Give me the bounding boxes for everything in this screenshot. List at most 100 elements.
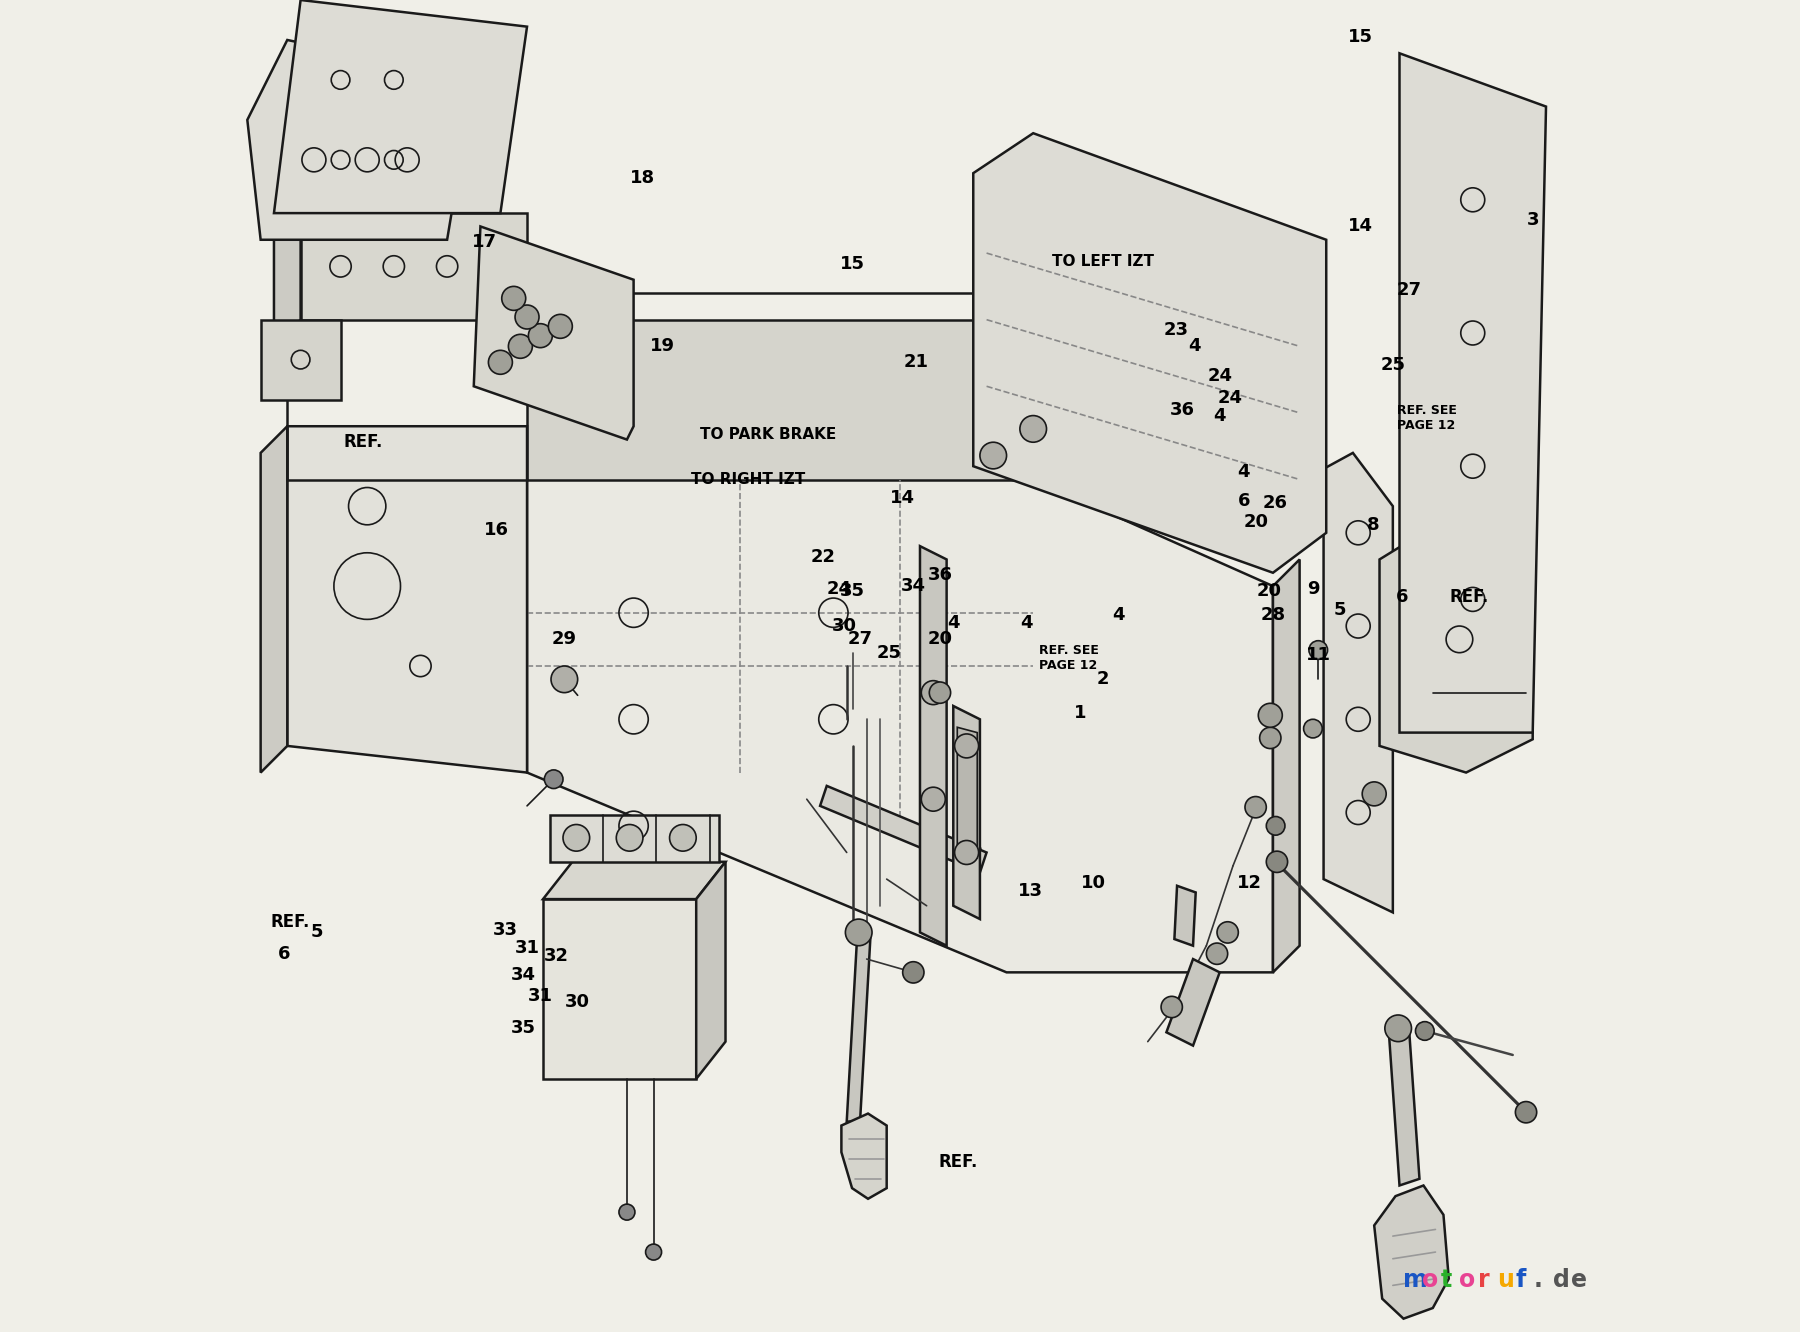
Polygon shape: [1174, 886, 1195, 946]
Polygon shape: [261, 426, 288, 773]
Text: 13: 13: [1019, 882, 1042, 900]
Text: 25: 25: [1381, 356, 1406, 374]
Polygon shape: [261, 320, 340, 400]
Text: 36: 36: [1170, 401, 1195, 420]
Polygon shape: [301, 213, 527, 320]
Text: t: t: [1440, 1268, 1453, 1292]
Text: 6: 6: [279, 944, 292, 963]
Polygon shape: [954, 706, 979, 919]
Circle shape: [549, 314, 572, 338]
Text: 4: 4: [1188, 337, 1201, 356]
Text: m: m: [1404, 1268, 1427, 1292]
Text: 2: 2: [1096, 670, 1109, 689]
Text: 35: 35: [511, 1019, 536, 1038]
Text: 26: 26: [1264, 494, 1289, 513]
Polygon shape: [288, 426, 527, 773]
Circle shape: [1384, 1015, 1411, 1042]
Text: 20: 20: [927, 630, 952, 649]
Text: 33: 33: [493, 920, 518, 939]
Circle shape: [1363, 782, 1386, 806]
Text: 19: 19: [650, 337, 675, 356]
Circle shape: [1303, 719, 1323, 738]
Text: 20: 20: [1244, 513, 1269, 531]
Text: 35: 35: [839, 582, 864, 601]
Polygon shape: [247, 40, 473, 240]
Circle shape: [922, 681, 945, 705]
Polygon shape: [821, 786, 986, 872]
Text: r: r: [1478, 1268, 1490, 1292]
Text: 27: 27: [1397, 281, 1422, 300]
Text: 30: 30: [565, 992, 590, 1011]
Text: 22: 22: [810, 547, 835, 566]
Circle shape: [1258, 703, 1282, 727]
Polygon shape: [274, 213, 301, 346]
Circle shape: [1206, 943, 1228, 964]
Text: u: u: [1498, 1268, 1514, 1292]
Circle shape: [551, 666, 578, 693]
Text: 20: 20: [1256, 582, 1282, 601]
Text: 4: 4: [1021, 614, 1033, 633]
Circle shape: [929, 682, 950, 703]
Text: 4: 4: [947, 614, 959, 633]
Polygon shape: [274, 0, 527, 213]
Bar: [544, 899, 697, 1079]
Polygon shape: [920, 546, 947, 946]
Circle shape: [616, 825, 643, 851]
Text: 25: 25: [877, 643, 902, 662]
Circle shape: [1217, 922, 1238, 943]
Text: 17: 17: [472, 233, 497, 252]
Polygon shape: [1373, 1185, 1449, 1319]
Polygon shape: [544, 862, 725, 899]
Text: 27: 27: [848, 630, 873, 649]
Polygon shape: [1400, 53, 1546, 733]
Circle shape: [502, 286, 526, 310]
Polygon shape: [841, 1114, 887, 1199]
Circle shape: [563, 825, 590, 851]
Text: 24: 24: [1219, 389, 1242, 408]
Polygon shape: [1166, 959, 1220, 1046]
Circle shape: [902, 962, 923, 983]
Circle shape: [508, 334, 533, 358]
Bar: [549, 815, 718, 862]
Polygon shape: [974, 133, 1327, 573]
Circle shape: [515, 305, 538, 329]
Polygon shape: [1390, 1026, 1420, 1185]
Circle shape: [1415, 1022, 1435, 1040]
Text: 34: 34: [511, 966, 536, 984]
Circle shape: [646, 1244, 662, 1260]
Text: 15: 15: [839, 254, 864, 273]
Text: 6: 6: [1397, 587, 1408, 606]
Circle shape: [670, 825, 697, 851]
Polygon shape: [846, 932, 871, 1122]
Text: REF.: REF.: [344, 433, 383, 452]
Text: 36: 36: [927, 566, 952, 585]
Text: 28: 28: [1260, 606, 1285, 625]
Text: .: .: [1534, 1268, 1543, 1292]
Circle shape: [1267, 851, 1287, 872]
Text: 9: 9: [1307, 579, 1319, 598]
Text: f: f: [1516, 1268, 1526, 1292]
Circle shape: [1516, 1102, 1537, 1123]
Text: 23: 23: [1163, 321, 1188, 340]
Circle shape: [1260, 727, 1282, 749]
Circle shape: [1246, 797, 1267, 818]
Circle shape: [954, 840, 979, 864]
Circle shape: [488, 350, 513, 374]
Text: 4: 4: [1213, 406, 1226, 425]
Polygon shape: [527, 320, 1033, 480]
Text: 6: 6: [1237, 492, 1249, 510]
Circle shape: [1309, 641, 1328, 659]
Circle shape: [1161, 996, 1183, 1018]
Circle shape: [979, 442, 1006, 469]
Polygon shape: [1273, 559, 1300, 972]
Text: e: e: [1571, 1268, 1588, 1292]
Text: 30: 30: [832, 617, 857, 635]
Text: REF. SEE
PAGE 12: REF. SEE PAGE 12: [1039, 643, 1098, 673]
Circle shape: [619, 1204, 635, 1220]
Circle shape: [922, 787, 945, 811]
Text: 4: 4: [1237, 462, 1249, 481]
Polygon shape: [958, 727, 977, 858]
Text: o: o: [1422, 1268, 1438, 1292]
Text: 29: 29: [553, 630, 576, 649]
Text: 16: 16: [484, 521, 509, 539]
